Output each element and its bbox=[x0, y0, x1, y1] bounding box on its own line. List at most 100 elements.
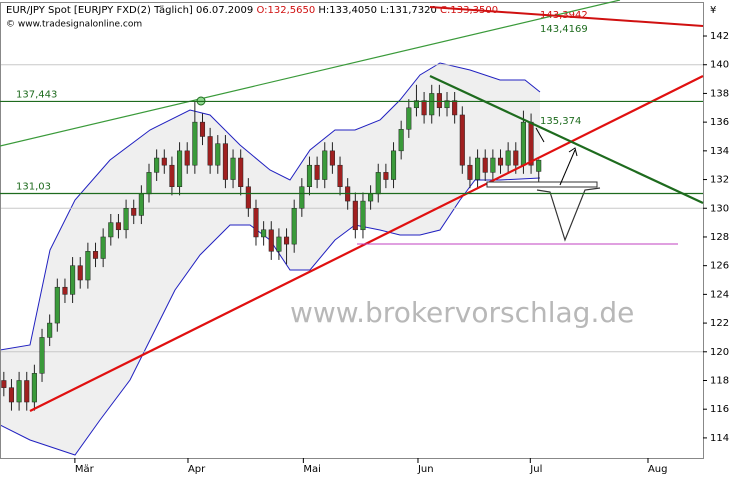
candle-body bbox=[169, 164, 175, 187]
upper-red-line bbox=[429, 6, 704, 27]
y-tick-label: 138 bbox=[710, 88, 729, 99]
plot-area bbox=[0, 62, 703, 456]
zone-box bbox=[486, 181, 598, 188]
bollinger-upper bbox=[0, 62, 541, 351]
source: © www.tradesignalonline.com bbox=[6, 20, 142, 30]
open: O:132,5650 bbox=[256, 5, 315, 16]
candle-body bbox=[146, 172, 152, 195]
candle-body bbox=[85, 251, 91, 281]
x-tick-label: Apr bbox=[188, 464, 206, 475]
candle-body bbox=[429, 93, 435, 116]
candle-body bbox=[482, 157, 488, 173]
candle-body bbox=[337, 164, 343, 187]
level-label: 137,443 bbox=[16, 89, 57, 100]
candle-body bbox=[138, 193, 144, 216]
candle-body bbox=[92, 251, 99, 259]
low: L:131,7320 bbox=[380, 5, 437, 16]
candle-body bbox=[108, 222, 114, 238]
candle-body bbox=[1, 380, 7, 388]
y-tick-label: 120 bbox=[710, 347, 729, 358]
candle-body bbox=[268, 229, 274, 252]
candle-body bbox=[291, 208, 297, 245]
candle-body bbox=[467, 164, 473, 180]
candle-body bbox=[322, 150, 328, 180]
candle-body bbox=[31, 373, 37, 403]
candle-body bbox=[230, 157, 236, 180]
candle-body bbox=[497, 157, 504, 166]
annotation: 135,374 bbox=[540, 116, 581, 127]
y-tick-label: 118 bbox=[710, 375, 729, 386]
watermark: www.brokervorschlag.de bbox=[290, 296, 634, 329]
candle-body bbox=[24, 380, 30, 403]
candle-body bbox=[39, 337, 45, 374]
y-tick-label: 128 bbox=[710, 232, 729, 243]
plot-frame bbox=[0, 2, 704, 459]
y-tick-label: 122 bbox=[710, 318, 729, 329]
candle-body bbox=[70, 265, 76, 295]
arrow-down bbox=[535, 127, 545, 143]
candle-body bbox=[192, 121, 198, 166]
candle-body bbox=[390, 150, 397, 180]
candle-body bbox=[222, 143, 228, 180]
y-tick-label: 116 bbox=[710, 404, 729, 415]
candle-body bbox=[368, 193, 374, 202]
candle-body bbox=[62, 286, 68, 295]
x-tick-label: Aug bbox=[648, 464, 668, 475]
candle-body bbox=[436, 93, 442, 109]
candle-body bbox=[375, 172, 381, 195]
candle-body bbox=[207, 136, 213, 166]
candle-body bbox=[528, 121, 534, 166]
candle-body bbox=[505, 150, 511, 166]
candle-body bbox=[299, 186, 305, 209]
candle-body bbox=[352, 200, 358, 231]
header: EUR/JPY Spot [EURJPY FXD(2) Täglich] 06.… bbox=[6, 5, 498, 16]
candle-body bbox=[329, 150, 335, 166]
candle-body bbox=[8, 387, 15, 403]
candle-body bbox=[253, 208, 259, 238]
candle-body bbox=[306, 164, 313, 187]
candle-body bbox=[360, 200, 366, 231]
level-label: 131,03 bbox=[16, 181, 51, 192]
y-tick-label: 140 bbox=[710, 60, 729, 71]
candle-body bbox=[54, 286, 60, 324]
y-tick-label: 132 bbox=[710, 175, 729, 186]
candle-body bbox=[444, 100, 450, 109]
y-tick-label: 130 bbox=[710, 203, 729, 214]
candle-body bbox=[452, 100, 458, 116]
bollinger-lower bbox=[0, 177, 541, 456]
x-tick-label: Jun bbox=[417, 464, 434, 475]
candle-body bbox=[520, 121, 526, 166]
candle-body bbox=[177, 150, 183, 187]
x-tick-label: Mär bbox=[75, 464, 95, 475]
x-tick-label: Mai bbox=[303, 464, 321, 475]
candle-body bbox=[261, 229, 267, 238]
candle-body bbox=[77, 265, 83, 281]
y-tick-label: 124 bbox=[710, 289, 729, 300]
candle-body bbox=[276, 236, 282, 252]
candle-body bbox=[421, 100, 427, 116]
candle-body bbox=[398, 129, 404, 152]
annotation: 143,4169 bbox=[540, 24, 588, 35]
y-tick-label: 136 bbox=[710, 117, 729, 128]
y-tick-label: 142 bbox=[710, 31, 729, 42]
trend-lines bbox=[0, 0, 704, 412]
candle-body bbox=[314, 164, 320, 180]
y-tick-label: 114 bbox=[710, 433, 729, 444]
candle-body bbox=[513, 150, 519, 166]
candle-body bbox=[184, 150, 190, 166]
candle-body bbox=[154, 157, 160, 173]
candle-body bbox=[215, 143, 221, 166]
candle-body bbox=[413, 100, 419, 109]
y-tick-label: 134 bbox=[710, 146, 729, 157]
x-tick-label: Jul bbox=[529, 464, 542, 475]
upper-channel-line bbox=[0, 0, 621, 147]
candle-body bbox=[536, 159, 542, 172]
candle-body bbox=[100, 236, 106, 259]
candle-body bbox=[238, 157, 244, 187]
currency: ¥ bbox=[710, 5, 716, 16]
candle-body bbox=[131, 208, 137, 216]
candle-body bbox=[161, 157, 167, 166]
candle-body bbox=[475, 157, 481, 180]
candle-body bbox=[459, 114, 465, 166]
candle-body bbox=[123, 208, 129, 231]
